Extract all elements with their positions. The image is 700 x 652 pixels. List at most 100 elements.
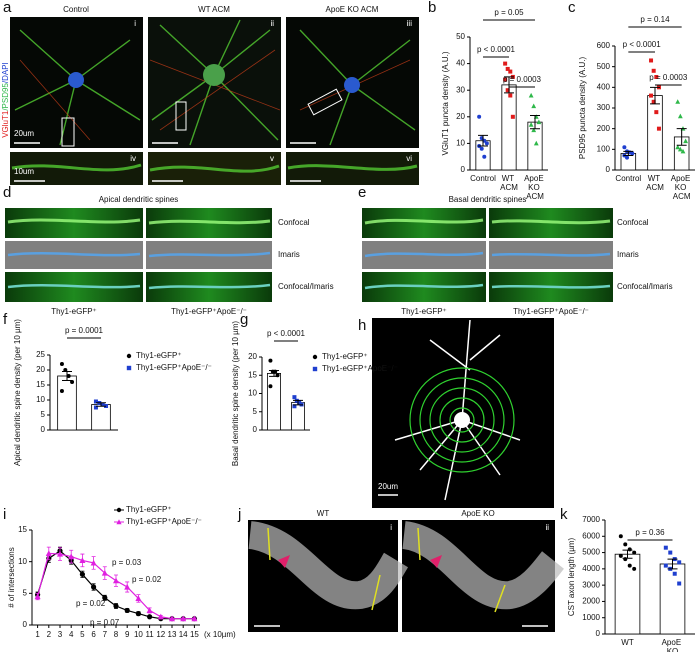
x-tick-label: 4	[69, 630, 74, 639]
data-point	[508, 69, 513, 74]
scale-bar-label: 10um	[14, 167, 34, 176]
error-bar	[622, 549, 633, 559]
data-point	[618, 534, 623, 539]
y-tick-label: 10	[36, 395, 45, 404]
p-value: p = 0.14	[640, 15, 670, 24]
y-tick-label: 20	[456, 112, 465, 121]
y-tick-label: 300	[597, 103, 611, 112]
error-bar	[667, 558, 678, 570]
panel-label: j	[237, 506, 241, 523]
error-bar	[504, 76, 514, 94]
data-point	[627, 547, 632, 552]
bar	[57, 375, 77, 431]
column-title: Control	[63, 5, 89, 14]
error-bar	[650, 86, 660, 105]
y-tick-label: 0	[41, 425, 46, 434]
data-point	[654, 75, 659, 79]
panel-label: a	[3, 0, 12, 16]
data-point	[677, 146, 683, 152]
data-point	[531, 127, 537, 133]
data-point	[663, 545, 668, 550]
data-point	[651, 99, 656, 104]
row-label: Confocal/Imaris	[617, 282, 673, 291]
data-point	[292, 404, 297, 409]
p-value: p = 0.02	[132, 575, 162, 584]
data-point	[93, 405, 98, 410]
stain-name: VGluT1	[1, 110, 10, 138]
data-point	[113, 603, 119, 609]
scale-bar-label: 20um	[14, 129, 34, 138]
x-tick-label: ApoE KO ACM	[671, 174, 693, 201]
data-point	[268, 384, 273, 389]
error-bar	[478, 134, 488, 147]
stain-name: /DAPI	[1, 62, 10, 83]
data-point	[45, 550, 52, 557]
x-tick-label: 13	[168, 630, 177, 639]
data-point	[503, 77, 508, 82]
image-label: ApoE KO	[461, 509, 494, 518]
y-tick-label: 400	[597, 82, 611, 91]
spinal-cord-images	[247, 520, 565, 632]
y-tick-label: 50	[456, 32, 465, 41]
roman-label: iii	[407, 19, 413, 28]
data-point	[630, 151, 635, 156]
column-label: Thy1-eGFP⁺ApoE⁻/⁻	[513, 307, 589, 316]
stain-name: /PSD95	[1, 83, 10, 111]
data-point	[677, 560, 682, 565]
y-tick-label: 7000	[582, 515, 600, 524]
data-point	[66, 374, 71, 378]
y-tick-label: 10	[456, 139, 465, 148]
p-value: p < 0.0001	[477, 45, 516, 54]
legend-marker	[126, 353, 132, 359]
error-bar	[623, 150, 634, 157]
column-label: Thy1-eGFP⁺	[401, 307, 447, 316]
row-label: Imaris	[617, 250, 639, 259]
data-point	[268, 358, 273, 363]
y-tick-label: 0	[606, 165, 611, 174]
y-tick-label: 200	[597, 124, 611, 133]
y-tick-label: 20	[36, 365, 45, 374]
x-tick-label: 5	[80, 630, 85, 639]
data-point	[677, 581, 682, 586]
y-tick-label: 15	[248, 370, 257, 379]
data-point	[124, 607, 130, 614]
legend-label: Thy1-eGFP⁺	[126, 505, 172, 514]
panel-label: e	[358, 184, 366, 201]
p-value: p = 0.05	[494, 8, 524, 17]
y-axis-label: Basal dendritic spine density (per 10 µm…	[231, 321, 240, 466]
roman-label: vi	[406, 154, 412, 163]
panel-label: h	[358, 317, 366, 334]
p-value: p = 0.07	[90, 618, 120, 627]
data-point	[654, 110, 659, 115]
y-axis-label: Apical dendritic spine density (per 10 µ…	[13, 319, 22, 466]
legend-label: Thy1-eGFP⁺ApoE⁻/⁻	[126, 517, 202, 526]
data-point	[675, 99, 681, 104]
data-point	[505, 66, 510, 71]
legend-marker	[312, 354, 318, 360]
data-point	[632, 566, 637, 571]
data-point	[505, 88, 510, 93]
y-tick-label: 20	[248, 352, 257, 361]
x-tick-label: WT ACM	[646, 174, 664, 192]
y-axis-label: # of intersections	[7, 547, 16, 607]
panel-label: k	[560, 506, 568, 523]
p-value: p = 0.03	[112, 558, 142, 567]
data-point	[680, 148, 686, 154]
y-tick-label: 25	[36, 350, 45, 359]
data-point	[683, 138, 689, 144]
y-tick-label: 0	[596, 629, 601, 638]
data-point	[169, 615, 175, 622]
p-value: p = 0.0003	[503, 75, 542, 84]
data-point	[672, 571, 677, 576]
p-value: p = 0.02	[76, 599, 106, 608]
roman-label: v	[270, 154, 274, 163]
data-point	[68, 553, 75, 560]
data-point	[533, 140, 539, 146]
data-point	[59, 389, 64, 393]
data-point	[528, 92, 534, 98]
legend-marker	[116, 519, 122, 525]
y-tick-label: 600	[597, 41, 611, 50]
y-tick-label: 0	[23, 620, 28, 629]
panel-label: g	[240, 311, 248, 328]
